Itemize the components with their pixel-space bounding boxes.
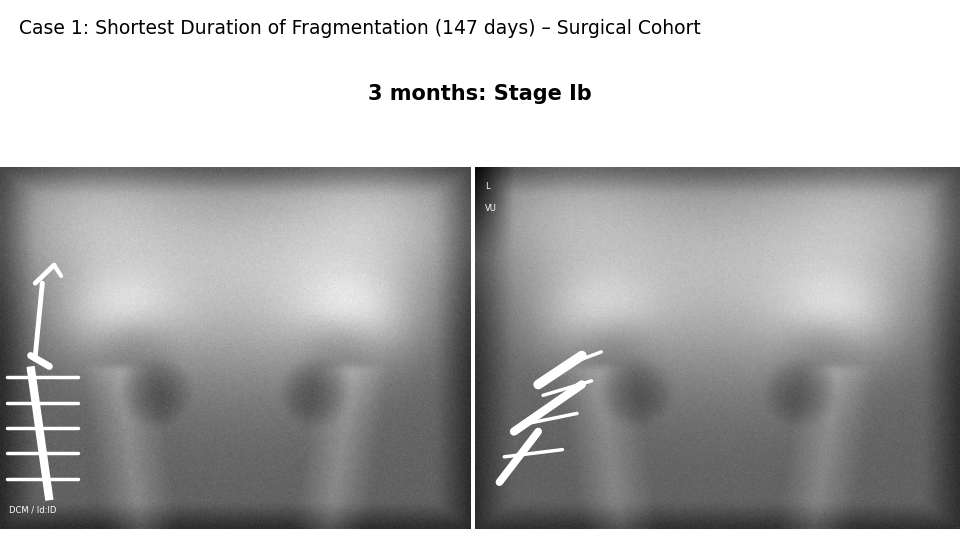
Text: 3 months: Stage Ib: 3 months: Stage Ib <box>368 84 592 104</box>
Text: VU: VU <box>485 204 496 213</box>
Text: DCM / Id:ID: DCM / Id:ID <box>10 506 57 515</box>
Text: L: L <box>485 182 490 191</box>
Text: Case 1: Shortest Duration of Fragmentation (147 days) – Surgical Cohort: Case 1: Shortest Duration of Fragmentati… <box>19 19 701 38</box>
